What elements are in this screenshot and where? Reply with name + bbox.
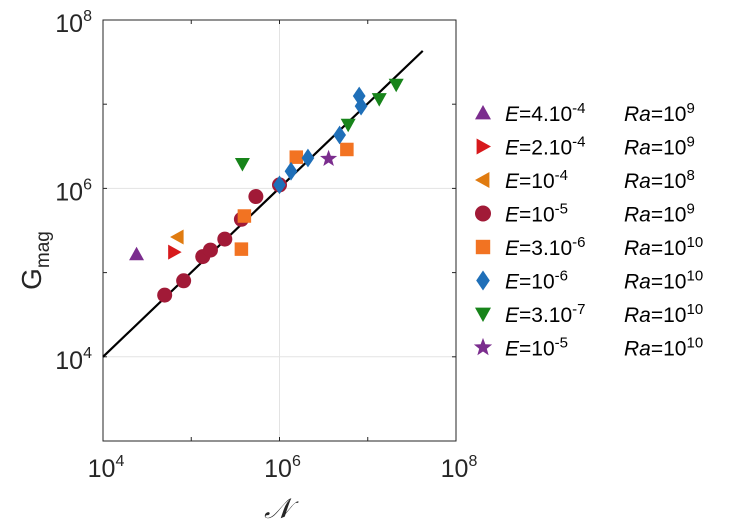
- legend-ra-label-7: Ra=1010: [624, 335, 703, 361]
- legend-e-label-1: E=2.10-4: [505, 134, 586, 160]
- legend-entry-4: E=3.10-6 Ra=1010: [475, 234, 703, 260]
- legend-marker-3: [475, 205, 491, 222]
- legend-entry-1: E=2.10-4 Ra=109: [476, 134, 695, 160]
- data-point-series-3-6: [248, 189, 264, 205]
- legend-marker-1: [476, 138, 491, 155]
- y-axis-label-main: G: [16, 268, 47, 290]
- legend-marker-5: [476, 270, 490, 291]
- legend-entry-0: E=4.10-4 Ra=109: [475, 100, 695, 126]
- fit-line: [102, 50, 424, 358]
- legend-e-label-3: E=10-5: [505, 201, 568, 227]
- points-layer: [129, 78, 404, 303]
- axes-layer: [102, 19, 457, 442]
- legend-marker-7: [473, 337, 493, 356]
- y-tick-label-2-exp: 8: [83, 8, 92, 25]
- x-tick-label-1: 106: [264, 453, 301, 483]
- legend: E=4.10-4 Ra=109 E=2.10-4 Ra=109 E=10-4 Ra=108…: [473, 100, 703, 361]
- x-tick-label-0-base: 10: [88, 455, 116, 483]
- data-point-series-4-3: [340, 142, 354, 157]
- legend-entry-2: E=10-4 Ra=108: [475, 167, 695, 193]
- data-point-series-5-1: [284, 161, 298, 181]
- y-tick-label-2-base: 10: [55, 10, 83, 38]
- fit-layer: [102, 50, 424, 358]
- data-point-series-6-3: [388, 78, 404, 93]
- y-tick-label-2: 108: [55, 8, 92, 38]
- legend-e-label-4: E=3.10-6: [505, 234, 586, 260]
- x-axis-label: 𝒩: [264, 492, 299, 525]
- data-point-series-7-0: [320, 149, 338, 167]
- y-axis-label-sub: mag: [33, 231, 54, 268]
- legend-entry-7: E=10-5 Ra=1010: [473, 335, 703, 361]
- data-point-series-4-2: [289, 150, 304, 164]
- legend-ra-label-2: Ra=108: [624, 167, 695, 193]
- legend-ra-label-3: Ra=109: [624, 201, 695, 227]
- legend-entry-5: E=10-6 Ra=1010: [476, 268, 703, 294]
- legend-ra-label-0: Ra=109: [624, 100, 695, 126]
- y-tick-label-0-base: 10: [55, 347, 83, 375]
- data-point-series-0-0: [129, 246, 145, 261]
- y-tick-label-0-exp: 4: [83, 345, 92, 362]
- data-point-series-5-2: [301, 148, 315, 168]
- legend-ra-label-1: Ra=109: [624, 134, 695, 160]
- legend-e-label-0: E=4.10-4: [505, 100, 586, 126]
- data-point-series-6-0: [234, 157, 250, 172]
- legend-ra-label-6: Ra=1010: [624, 301, 703, 327]
- legend-e-label-5: E=10-6: [505, 268, 568, 294]
- grid-layer: [103, 20, 456, 441]
- y-axis-label: Gmag: [16, 231, 54, 290]
- data-point-series-3-0: [157, 287, 173, 303]
- data-point-series-5-3: [333, 125, 346, 145]
- data-point-series-3-1: [176, 273, 192, 289]
- legend-marker-0: [475, 105, 491, 120]
- legend-e-label-2: E=10-4: [505, 167, 568, 193]
- legend-marker-2: [475, 172, 490, 188]
- data-point-series-1-0: [168, 244, 182, 260]
- data-point-series-5-0: [273, 175, 286, 195]
- labels-layer: 𝒩 Gmag: [16, 231, 299, 525]
- x-tick-label-2-base: 10: [441, 455, 469, 483]
- data-point-series-3-4: [217, 231, 233, 247]
- data-point-series-4-1: [237, 209, 252, 223]
- legend-marker-6: [475, 307, 491, 322]
- legend-e-label-6: E=3.10-7: [505, 301, 586, 327]
- y-tick-label-1-base: 10: [55, 178, 83, 206]
- x-tick-label-0-exp: 4: [115, 453, 124, 470]
- legend-ra-label-4: Ra=1010: [624, 234, 703, 260]
- data-point-series-6-1: [340, 118, 356, 133]
- data-point-series-5-5: [352, 86, 366, 106]
- legend-entry-3: E=10-5 Ra=109: [475, 201, 695, 227]
- legend-e-label-7: E=10-5: [505, 335, 568, 361]
- x-tick-label-1-exp: 6: [292, 453, 301, 470]
- legend-entry-6: E=3.10-7 Ra=1010: [475, 301, 703, 327]
- x-tick-label-0: 104: [88, 453, 125, 483]
- data-point-series-3-3: [202, 242, 218, 258]
- legend-marker-4: [475, 239, 491, 255]
- y-tick-label-1: 106: [55, 176, 92, 206]
- data-point-series-4-0: [234, 242, 249, 256]
- data-point-series-2-0: [170, 229, 184, 245]
- legend-ra-label-5: Ra=1010: [624, 268, 703, 294]
- x-tick-label-1-base: 10: [264, 455, 292, 483]
- x-tick-label-2-exp: 8: [468, 453, 477, 470]
- y-tick-label-1-exp: 6: [83, 176, 92, 193]
- x-tick-label-2: 108: [441, 453, 478, 483]
- y-tick-label-0: 104: [55, 345, 92, 375]
- data-point-series-6-2: [371, 93, 387, 107]
